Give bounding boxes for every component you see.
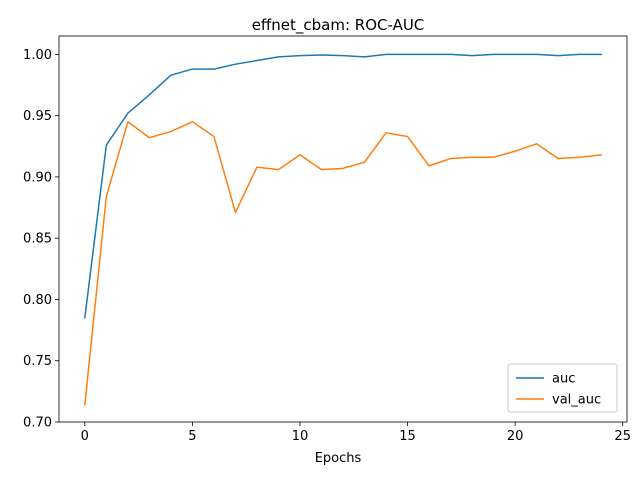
- legend-box: [507, 363, 618, 413]
- x-tick-label: 0: [81, 429, 89, 444]
- y-tick-label: 0.70: [23, 416, 52, 431]
- x-tick-label: 10: [292, 429, 309, 444]
- y-tick-label: 0.95: [23, 109, 52, 124]
- axes-frame: [58, 35, 628, 423]
- x-tick-label: 5: [188, 429, 196, 444]
- y-tick-label: 0.80: [23, 293, 52, 308]
- plot-area: 0 5 10 15 20 25 0.70 0.75 0.80 0.85 0.90 0.95 1.00 au…: [23, 35, 631, 444]
- x-tick-label: 25: [614, 429, 631, 444]
- series-line-auc: [83, 53, 602, 319]
- y-tick-label: 1.00: [23, 48, 52, 63]
- chart-title: effnet_cbam: ROC-AUC: [252, 16, 425, 35]
- x-tick-label: 15: [399, 429, 416, 444]
- y-tick-label: 0.75: [23, 354, 52, 369]
- x-axis-label: Epochs: [315, 451, 362, 466]
- x-tick-label: 20: [507, 429, 524, 444]
- y-tick-label: 0.90: [23, 170, 52, 185]
- legend-label-auc: auc: [552, 372, 575, 387]
- legend-label-val_auc: val_auc: [552, 393, 601, 408]
- y-tick-label: 0.85: [23, 232, 52, 247]
- series-line-val_auc: [83, 121, 603, 406]
